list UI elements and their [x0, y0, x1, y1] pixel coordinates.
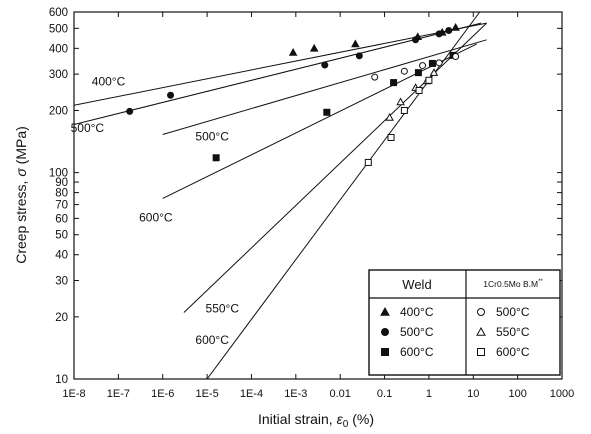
- data-point: [415, 86, 423, 94]
- x-tick-label: 1E-4: [240, 388, 263, 400]
- x-tick-label: 1E-7: [107, 388, 130, 400]
- legend-marker: [477, 308, 485, 316]
- y-tick-label: 40: [55, 250, 68, 262]
- data-point: [323, 108, 331, 116]
- x-tick-label: 10: [467, 388, 479, 400]
- y-tick-label: 600: [49, 7, 68, 19]
- legend-marker: [380, 306, 390, 316]
- data-point: [435, 59, 443, 67]
- plot-frame: [73, 11, 563, 380]
- x-tick-label: 0.1: [377, 388, 392, 400]
- x-tick-label: 100: [508, 388, 526, 400]
- y-tick-label: 400: [49, 43, 68, 55]
- legend: Weld 1Cr0.5Mo B.M** 400°C 500°C 600°C 500°C…: [368, 269, 561, 376]
- y-axis-title: Creep stress, σ (MPa): [13, 126, 29, 264]
- legend-entries: 400°C 500°C 600°C 500°C 550°C 600°C: [380, 305, 530, 359]
- legend-label: 400°C: [400, 305, 434, 319]
- data-point: [414, 69, 422, 77]
- data-point: [428, 59, 436, 67]
- data-point: [419, 62, 427, 70]
- curve-label: 550°C: [206, 301, 240, 315]
- x-tick-label: 1: [426, 388, 432, 400]
- x-tick-label: 1E-3: [284, 388, 307, 400]
- data-point: [355, 52, 363, 60]
- legend-marker: [476, 326, 486, 336]
- legend-box: [368, 269, 561, 376]
- y-tick-label: 50: [55, 230, 68, 242]
- fit-line: [183, 22, 487, 313]
- y-tick-label: 200: [49, 105, 68, 117]
- data-point: [425, 76, 433, 84]
- data-point: [371, 73, 379, 81]
- data-point: [321, 61, 329, 69]
- data-point: [167, 91, 175, 99]
- legend-label: 500°C: [400, 325, 434, 339]
- data-point: [288, 47, 298, 56]
- x-axis-title: Initial strain, ε0 (%): [258, 411, 374, 430]
- legend-marker: [381, 348, 389, 356]
- x-tick-label: 1E-5: [195, 388, 218, 400]
- x-tick-label: 1E-8: [62, 388, 85, 400]
- data-point: [429, 68, 439, 76]
- data-point: [126, 107, 134, 115]
- data-point: [364, 158, 372, 166]
- legend-marker: [477, 348, 485, 356]
- data-point: [445, 27, 453, 35]
- y-tick-label: 500: [49, 23, 68, 35]
- data-point: [385, 112, 394, 121]
- x-tick-label: 1E-6: [151, 388, 174, 400]
- y-tick-label: 80: [55, 188, 68, 200]
- data-point: [452, 53, 460, 61]
- curve-label: 600°C: [139, 210, 173, 224]
- curve-label: 400°C: [92, 74, 126, 88]
- curve-label: 500°C: [195, 130, 229, 144]
- data-point: [396, 97, 405, 106]
- y-tick-label: 60: [55, 213, 68, 225]
- y-tick-label: 20: [55, 312, 68, 324]
- data-point: [451, 22, 460, 31]
- x-tick-label: 0.01: [329, 388, 350, 400]
- y-tick-label: 90: [55, 177, 68, 189]
- y-tick-label: 100: [49, 168, 68, 180]
- fit-line: [162, 43, 478, 199]
- data-point: [435, 30, 443, 38]
- y-tick-label: 70: [55, 200, 68, 212]
- data-point: [212, 154, 220, 162]
- x-axis-ticks: 1E-8 1E-7 1E-6 1E-5 1E-4 1E-3 0.01 0.1 1 10 100 100…: [62, 12, 574, 400]
- x-tick-label: 1000: [550, 388, 574, 400]
- data-markers: [126, 22, 460, 166]
- legend-label: 500°C: [496, 305, 530, 319]
- curve-label: 600°C: [195, 333, 229, 347]
- curve-labels: 400°C 500°C 500°C 600°C 550°C 600°C: [71, 74, 240, 347]
- data-point: [351, 39, 360, 48]
- legend-marker: [381, 328, 389, 336]
- data-point: [400, 106, 408, 114]
- fit-line: [162, 39, 487, 135]
- y-tick-label: 30: [55, 276, 68, 288]
- legend-label: 600°C: [496, 345, 530, 359]
- legend-header-weld: Weld: [402, 277, 431, 292]
- data-point: [412, 36, 420, 44]
- data-point: [387, 133, 395, 141]
- legend-header-base-metal: 1Cr0.5Mo B.M**: [483, 279, 543, 289]
- data-point: [309, 43, 319, 52]
- data-point: [390, 79, 398, 87]
- legend-label: 600°C: [400, 345, 434, 359]
- curve-label: 500°C: [71, 121, 105, 135]
- y-tick-label: 10: [55, 374, 68, 386]
- legend-label: 550°C: [496, 325, 530, 339]
- data-point: [400, 67, 408, 75]
- y-tick-label: 300: [49, 69, 68, 81]
